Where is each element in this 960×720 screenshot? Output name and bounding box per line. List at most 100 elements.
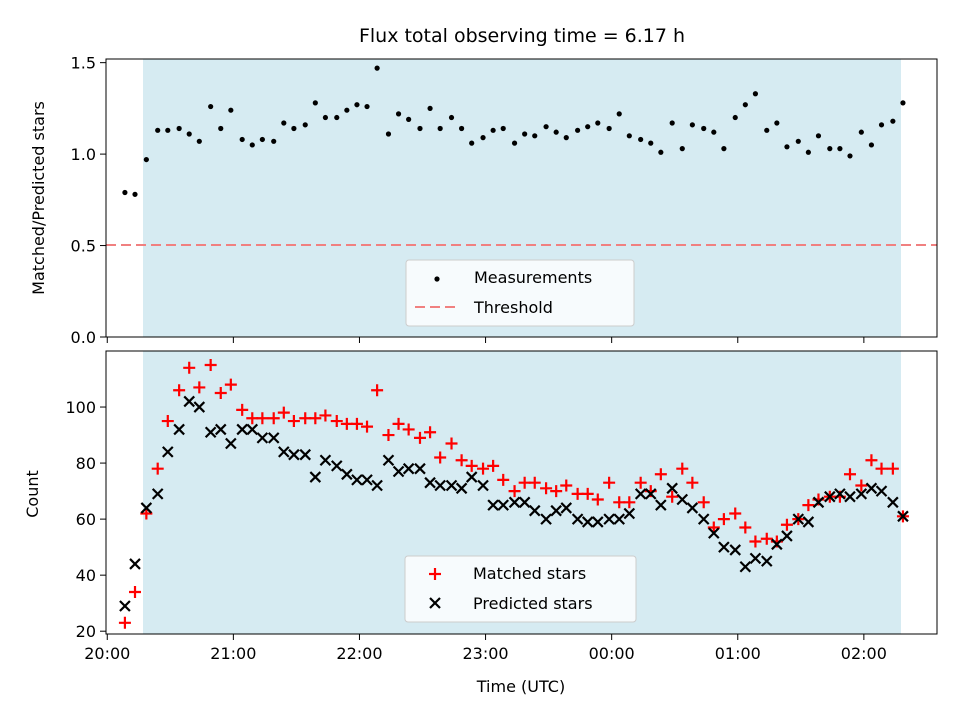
matched-star-point — [361, 420, 374, 433]
matched-star-point — [193, 381, 206, 394]
measurement-point — [385, 131, 392, 137]
measurement-point — [281, 120, 287, 126]
predicted-star-point — [771, 538, 783, 551]
predicted-star-point — [288, 448, 300, 461]
predicted-star-point — [309, 471, 322, 483]
matched-star-point — [707, 521, 720, 534]
matched-star-point — [371, 384, 384, 397]
legend-label-measurements: Measurements — [474, 268, 592, 287]
measurement-point — [805, 149, 811, 155]
y-tick-label: 0.0 — [71, 328, 96, 347]
measurement-point — [742, 102, 748, 108]
matched-star-point — [875, 462, 888, 475]
measurement-point — [878, 122, 885, 128]
predicted-star-point — [644, 488, 657, 500]
legend: Matched stars Predicted stars — [404, 555, 637, 623]
matched-star-point — [760, 532, 773, 545]
predicted-star-point — [204, 426, 217, 439]
matched-star-point — [424, 426, 437, 439]
measurement-point — [752, 91, 759, 97]
predicted-star-point — [424, 476, 436, 489]
matched-star-point — [697, 496, 710, 509]
matched-star-point — [634, 476, 647, 489]
predicted-star-point — [812, 496, 825, 509]
predicted-star-point — [855, 488, 868, 500]
measurement-point — [689, 122, 695, 128]
matched-star-point — [550, 485, 563, 498]
predicted-star-point — [887, 496, 899, 509]
predicted-star-point — [729, 544, 742, 556]
matched-star-point — [256, 412, 269, 425]
matched-star-point — [729, 507, 742, 520]
measurement-point — [553, 129, 559, 135]
matched-star-point — [623, 496, 636, 509]
predicted-star-point — [445, 479, 458, 492]
matched-star-point — [528, 476, 541, 489]
predicted-star-point — [875, 485, 888, 497]
predicted-star-point — [256, 432, 269, 444]
matched-star-point — [330, 415, 343, 428]
predicted-star-point — [581, 516, 594, 528]
predicted-star-point — [487, 499, 499, 511]
matched-star-point — [477, 462, 490, 475]
measurement-point — [732, 114, 738, 121]
matched-star-point — [287, 415, 300, 428]
measurement-point — [406, 116, 412, 122]
predicted-star-point — [540, 513, 552, 525]
measurement-point — [638, 136, 644, 143]
matched-star-point — [581, 487, 594, 500]
measurement-point — [354, 102, 360, 108]
x-tick-label: 23:00 — [463, 644, 509, 663]
matched-star-point — [118, 616, 131, 629]
predicted-star-point — [477, 479, 489, 492]
measurement-point — [291, 125, 297, 132]
predicted-star-point — [392, 465, 405, 478]
legend-label-threshold: Threshold — [473, 298, 553, 317]
legend-label-predicted: Predicted stars — [473, 594, 593, 613]
y-axis-label: Count — [23, 470, 42, 518]
measurement-point — [575, 127, 581, 133]
matched-star-point — [886, 462, 899, 475]
matched-star-point — [402, 423, 415, 436]
predicted-star-point — [718, 541, 730, 553]
matched-star-point — [487, 459, 500, 472]
matched-star-point — [613, 496, 626, 509]
legend: Measurements Threshold — [405, 259, 635, 327]
predicted-star-point — [708, 527, 720, 539]
legend-marker-measurements — [434, 276, 440, 282]
measurement-point — [176, 125, 182, 132]
predicted-star-point — [236, 423, 248, 436]
measurement-point — [239, 136, 245, 143]
x-tick-label: 20:00 — [84, 644, 130, 663]
x-axis-ticks — [106, 337, 865, 343]
matched-star-point — [413, 431, 426, 444]
predicted-star-point — [550, 504, 562, 517]
measurement-point — [374, 65, 380, 71]
measurement-point — [228, 107, 234, 113]
predicted-star-point — [497, 499, 509, 511]
predicted-star-point — [697, 513, 710, 525]
measurement-point — [155, 127, 161, 133]
matched-star-point — [686, 476, 699, 489]
legend-box — [405, 259, 635, 327]
matched-star-point — [749, 535, 762, 548]
predicted-star-point — [613, 513, 626, 525]
y-tick-label: 60 — [76, 510, 96, 529]
measurement-point — [669, 120, 675, 126]
matched-star-point — [277, 406, 290, 419]
measurement-point — [271, 138, 277, 144]
matched-star-point — [508, 485, 521, 498]
measurement-point — [500, 125, 506, 132]
predicted-star-point — [225, 437, 237, 450]
matched-star-point — [603, 476, 616, 489]
x-tick-label: 21:00 — [210, 644, 256, 663]
predicted-star-point — [382, 454, 395, 467]
measurement-point — [132, 191, 138, 197]
predicted-star-point — [299, 448, 312, 461]
measurement-point — [208, 103, 214, 110]
matched-star-point — [161, 415, 174, 428]
predicted-star-point — [528, 504, 541, 517]
measurement-point — [427, 105, 433, 111]
measurement-point — [658, 149, 664, 155]
